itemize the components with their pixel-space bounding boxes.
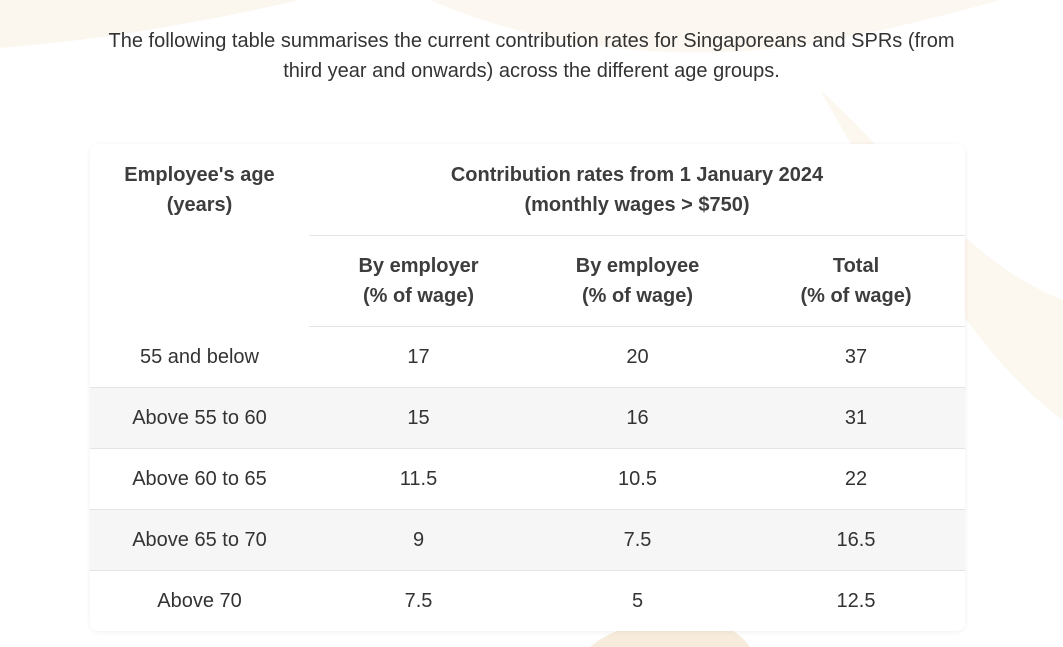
employee-rate-cell: 10.5: [528, 448, 747, 510]
total-header-line-2: (% of wage): [800, 285, 912, 307]
table-header-row-1: Employee's age (years) Contribution rate…: [90, 144, 965, 236]
age-header-line-2: (years): [166, 194, 233, 216]
employee-rate-cell: 7.5: [528, 509, 747, 571]
table-row: Above 55 to 60 15 16 31: [90, 387, 965, 449]
employee-header-line-1: By employee: [575, 255, 700, 277]
table-row: Above 70 7.5 5 12.5: [90, 571, 965, 632]
employee-rate-cell: 20: [528, 326, 747, 388]
group-header-line-2: (monthly wages > $750): [524, 193, 750, 216]
employer-rate-cell: 9: [309, 509, 528, 571]
employer-header-line-2: (% of wage): [362, 285, 475, 307]
contribution-rates-table: Employee's age (years) Contribution rate…: [90, 144, 965, 631]
group-header-line-1: Contribution rates from 1 January 2024: [450, 163, 824, 186]
total-rate-cell: 31: [747, 387, 965, 449]
age-cell: Above 55 to 60: [90, 387, 309, 449]
total-header-line-1: Total: [832, 255, 880, 277]
contribution-rates-table-card: Employee's age (years) Contribution rate…: [90, 144, 965, 631]
total-column-header: Total (% of wage): [747, 235, 965, 327]
intro-line-2: third year and onwards) across the diffe…: [283, 60, 780, 82]
age-column-header: Employee's age (years): [90, 144, 309, 327]
age-cell: Above 65 to 70: [90, 509, 309, 571]
table-row: 55 and below 17 20 37: [90, 326, 965, 388]
age-header-line-1: Employee's age: [124, 164, 275, 186]
employer-rate-cell: 15: [309, 387, 528, 449]
intro-line-1: The following table summarises the curre…: [108, 30, 955, 52]
employee-column-header: By employee (% of wage): [528, 235, 747, 327]
employee-rate-cell: 5: [631, 590, 644, 612]
total-rate-cell: 37: [747, 326, 965, 388]
employer-header-line-1: By employer: [358, 255, 479, 277]
employer-rate-cell: 17: [309, 326, 528, 388]
employer-rate-cell: 11.5: [309, 448, 528, 510]
employer-rate-cell: 7.5: [404, 590, 433, 612]
age-cell: Above 60 to 65: [90, 448, 309, 510]
employer-column-header: By employer (% of wage): [309, 235, 528, 327]
employee-header-line-2: (% of wage): [581, 285, 694, 307]
table-row: Above 65 to 70 9 7.5 16.5: [90, 509, 965, 571]
total-rate-cell: 22: [747, 448, 965, 510]
total-rate-cell: 12.5: [836, 590, 876, 612]
contribution-rates-group-header: Contribution rates from 1 January 2024 (…: [309, 144, 965, 236]
intro-paragraph: The following table summarises the curre…: [40, 26, 1023, 86]
employee-rate-cell: 16: [528, 387, 747, 449]
table-header-row-2: By employer (% of wage) By employee (% o…: [90, 235, 965, 327]
age-cell: Above 70: [157, 590, 242, 612]
age-cell: 55 and below: [90, 326, 309, 388]
table-row: Above 60 to 65 11.5 10.5 22: [90, 448, 965, 510]
total-rate-cell: 16.5: [747, 509, 965, 571]
